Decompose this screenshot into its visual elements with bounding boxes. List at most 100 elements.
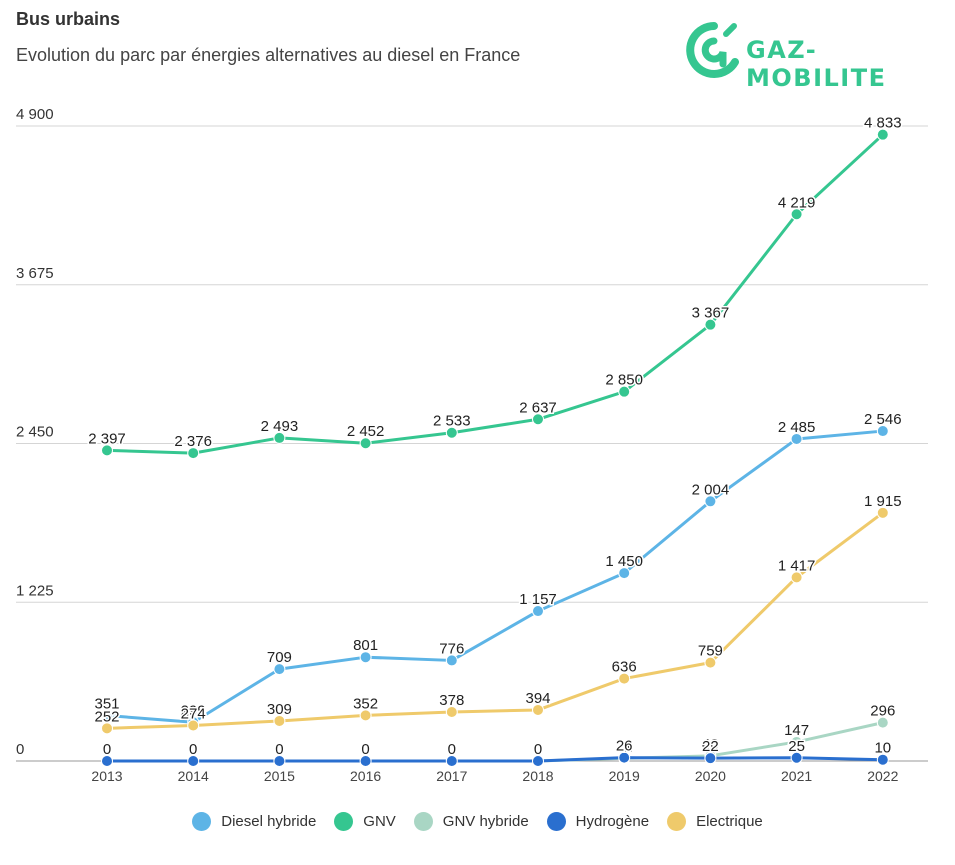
data-point-gnv [273,431,286,444]
data-label-diesel-hybride: 1 157 [519,591,557,608]
chart-subtitle: Evolution du parc par énergies alternati… [16,45,521,65]
data-label-gnv-hybride: 0 [103,741,111,758]
data-point-gnv [445,426,458,439]
data-point-electrique [876,506,889,519]
data-label-diesel-hybride: 1 450 [605,553,643,570]
data-point-diesel-hybride [876,425,889,438]
y-tick-label: 0 [16,741,24,758]
legend-item-gnv-hybride[interactable]: GNV hybride [413,812,529,831]
data-label-gnv: 2 452 [347,423,385,440]
legend-item-diesel-hybride[interactable]: Diesel hybride [192,812,316,831]
data-point-gnv [790,208,803,221]
data-point-gnv [101,444,113,457]
data-label-hydrogene: 0 [448,741,456,758]
data-label-hydrogene: 26 [616,738,633,755]
x-tick-label: 2014 [178,768,209,784]
legend-marker [192,812,212,831]
legend-label: GNV hybride [442,813,529,830]
data-label-diesel-hybride: 2 004 [692,481,730,498]
y-tick-label: 1 225 [16,582,54,599]
data-label-hydrogene: 22 [702,738,719,755]
legend-marker [667,812,687,831]
data-point-hydrogene [876,753,889,766]
data-point-hydrogene [790,751,803,764]
data-label-electrique: 759 [698,643,723,660]
legend-marker [546,812,566,831]
data-label-hydrogene: 25 [788,738,805,755]
series-line-hydrogene [107,756,883,763]
data-label-hydrogene: 0 [275,741,283,758]
data-point-hydrogene [273,755,286,767]
data-point-electrique [618,672,631,685]
data-label-electrique: 636 [612,659,637,676]
data-point-diesel-hybride [359,651,372,664]
data-label-gnv: 2 397 [88,430,126,447]
x-tick-label: 2013 [91,768,122,784]
data-point-electrique [359,709,372,722]
data-label-gnv: 3 367 [692,305,730,322]
data-point-hydrogene [187,755,200,767]
legend-marker [334,812,354,831]
x-tick-label: 2021 [781,768,812,784]
data-label-electrique: 378 [439,692,464,709]
data-point-hydrogene [618,751,631,764]
data-label-electrique: 1 417 [778,557,816,574]
data-label-gnv: 4 833 [864,115,902,132]
x-tick-label: 2017 [436,768,467,784]
brand-logo-icon [686,22,739,78]
data-label-gnv: 2 850 [605,372,643,389]
data-label-gnv-hybride: 147 [784,722,809,739]
data-label-diesel-hybride: 299 [181,702,206,719]
data-label-hydrogene: 0 [103,741,111,758]
data-label-hydrogene: 0 [361,741,369,758]
data-label-gnv-hybride: 21 [616,738,633,755]
data-point-hydrogene [445,755,458,767]
x-tick-label: 2016 [350,768,381,784]
brand-logo: GAZ-MOBILITE [686,22,948,92]
data-label-electrique: 1 915 [864,493,902,510]
data-point-electrique [101,722,113,735]
data-label-diesel-hybride: 2 485 [778,419,816,436]
y-tick-label: 4 900 [16,106,54,123]
data-label-gnv: 2 637 [519,399,557,416]
data-point-diesel-hybride [445,654,458,667]
data-label-hydrogene: 0 [534,741,542,758]
data-point-hydrogene [532,755,544,767]
data-label-gnv-hybride: 0 [448,741,456,758]
data-label-diesel-hybride: 351 [94,696,119,713]
x-tick-label: 2019 [609,768,640,784]
data-point-electrique [273,714,286,727]
data-point-gnv [359,437,372,450]
data-label-diesel-hybride: 801 [353,637,378,654]
data-label-electrique: 274 [181,705,206,722]
data-label-gnv-hybride: 0 [275,741,283,758]
series-line-electrique [106,511,884,730]
data-label-hydrogene: 10 [874,740,891,757]
data-point-hydrogene [101,755,113,767]
legend-item-electrique[interactable]: Electrique [667,812,763,831]
y-tick-label: 2 450 [16,424,54,441]
data-point-diesel-hybride [273,663,286,676]
series-line-diesel-hybride [106,429,883,724]
data-label-electrique: 309 [267,701,292,718]
legend-marker [413,812,433,831]
data-label-gnv: 2 493 [261,418,299,435]
data-label-diesel-hybride: 2 546 [864,411,902,428]
legend-item-gnv[interactable]: GNV [334,812,396,831]
legend-item-hydrogene[interactable]: Hydrogène [546,812,649,831]
data-label-gnv: 2 533 [433,413,471,430]
data-point-gnv [876,128,889,141]
data-label-gnv-hybride: 0 [361,741,369,758]
series-line-gnv [106,133,884,455]
data-point-gnv-hybride [790,735,803,748]
chart-title: Bus urbains [16,9,121,29]
data-label-electrique: 252 [94,708,119,725]
data-label-hydrogene: 0 [189,741,197,758]
line-chart: 0 1 225 2 450 3 675 4 900 2013 2014 2015 2016 201… [16,106,928,784]
x-tick-label: 2015 [264,768,295,784]
legend-label: GNV [363,813,396,830]
x-tick-label: 2022 [867,768,898,784]
data-label-gnv-hybride: 0 [534,741,542,758]
data-point-electrique [790,571,803,584]
series-line-gnv-hybride [107,721,884,763]
